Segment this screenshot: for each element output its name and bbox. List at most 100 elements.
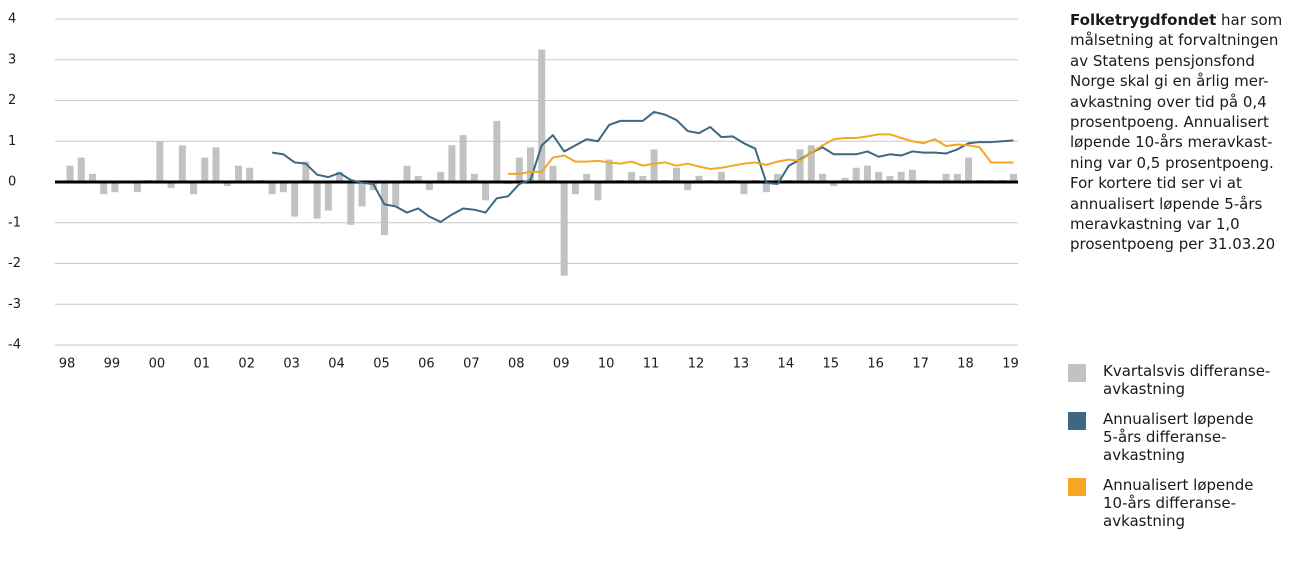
x-tick-label: 19 [1002,357,1019,372]
bar [841,177,849,182]
bar [88,173,96,182]
x-tick-label: 09 [553,357,570,372]
bar [684,182,692,191]
note-line: prosentpoeng. Annualisert [1070,113,1269,132]
bar [167,182,175,189]
legend-label: Kvartalsvis differanse- avkastning [1103,362,1271,398]
x-tick-label: 13 [733,357,750,372]
x-tick-label: 04 [328,357,345,372]
x-tick-label: 03 [283,357,300,372]
bar [852,167,860,182]
bar [897,171,905,182]
note-line: prosentpoeng per 31.03.20 [1070,235,1276,254]
legend-item: Annualisert løpende 10-års differanse- a… [1068,476,1296,530]
bar [358,182,366,207]
bar [336,171,344,182]
bar [830,182,838,187]
bar [291,182,299,217]
x-tick-label: 07 [463,357,480,372]
bar [965,157,973,182]
bar [380,182,388,235]
x-tick-label: 17 [912,357,929,372]
line [272,110,1014,223]
bar [650,149,658,182]
bar [628,171,636,182]
bar [740,182,748,195]
note-line: Norge skal gi en årlig mer- [1070,72,1269,91]
legend-label: Annualisert løpende 5-års differanse- av… [1103,410,1254,464]
x-tick-label: 00 [149,357,166,372]
bar [774,173,782,182]
bar [268,182,276,195]
bar [549,165,557,182]
bar [437,171,445,182]
bar [470,173,478,182]
bar [324,182,332,211]
bar [863,165,871,182]
y-tick-label: 0 [8,175,16,190]
bar [493,120,501,182]
note-line: annualisert løpende 5-års [1070,194,1263,213]
note-line: For kortere tid ser vi at [1070,174,1242,193]
bar [302,161,310,182]
bar [133,182,141,193]
bar [425,182,433,191]
x-tick-label: 99 [104,357,121,372]
note-line: Folketrygdfondet har som [1070,10,1296,30]
y-tick-label: 3 [8,52,16,67]
note-bold: Folketrygdfondet [1070,11,1217,29]
bar [560,182,568,276]
bar [190,182,198,195]
bar [178,145,186,182]
bar [403,165,411,182]
bar [100,182,108,195]
y-tick-label: 1 [8,134,16,149]
y-tick-label: -2 [8,256,21,271]
bar [246,167,254,182]
legend-item: Annualisert løpende 5-års differanse- av… [1068,410,1296,464]
legend: Kvartalsvis differanse- avkastning Annual… [1068,362,1296,542]
bar [527,147,535,182]
x-tick-label: 98 [59,357,76,372]
bar [886,175,894,182]
x-tick-label: 15 [822,357,839,372]
note-line: løpende 10-års meravkast- [1070,133,1273,152]
bar [201,157,209,182]
bar [673,167,681,182]
bar [594,182,602,201]
bar [515,157,523,182]
note-line: avkastning over tid på 0,4 [1070,92,1267,111]
bar [571,182,579,195]
legend-item: Kvartalsvis differanse- avkastning [1068,362,1296,398]
legend-swatch [1068,412,1086,430]
y-tick-label: 4 [8,12,16,27]
y-tick-label: 2 [8,93,16,108]
bar [459,135,467,182]
bar [695,175,703,182]
note-line: meravkastning var 1,0 [1070,215,1240,234]
x-tick-label: 18 [957,357,974,372]
x-tick-label: 16 [867,357,884,372]
y-tick-label: -3 [8,297,21,312]
bar [796,149,804,182]
legend-label: Annualisert løpende 10-års differanse- a… [1103,476,1254,530]
bar [875,171,883,182]
bar [212,147,220,182]
bar [583,173,591,182]
x-tick-label: 10 [598,357,615,372]
line [508,133,1014,175]
bar [538,49,546,182]
bar [347,182,355,225]
bar [448,145,456,182]
bar [223,182,231,187]
x-tick-label: 08 [508,357,525,372]
x-tick-label: 14 [778,357,795,372]
legend-swatch [1068,478,1086,496]
bar [482,182,490,201]
note-text: har som [1216,11,1283,29]
legend-swatch [1068,364,1086,382]
bar [392,182,400,207]
x-tick-label: 06 [418,357,435,372]
